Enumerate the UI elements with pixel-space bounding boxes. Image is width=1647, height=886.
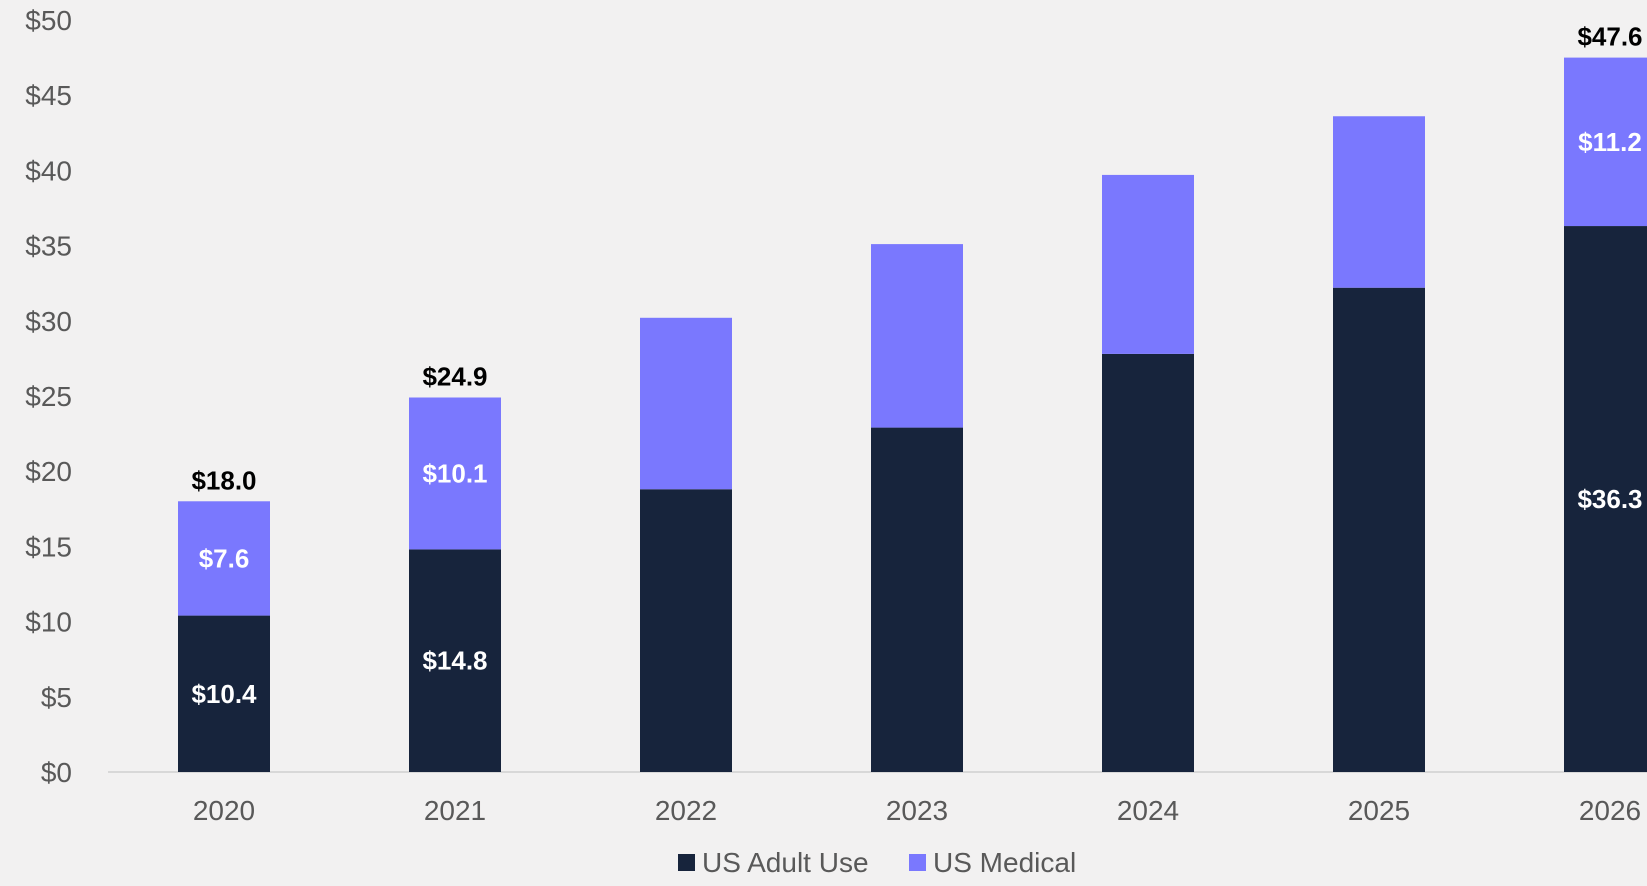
data-label: $10.1 <box>422 458 487 488</box>
legend-swatch <box>678 854 695 871</box>
legend-swatch <box>909 854 926 871</box>
total-label: $47.6 <box>1577 22 1642 52</box>
bar-segment-us-medical <box>1564 57 1647 227</box>
bar-segment-us-adult-use <box>409 549 501 772</box>
x-tick-label: 2026 <box>1579 795 1641 826</box>
data-label: $7.6 <box>199 543 250 573</box>
bar-segment-us-adult-use <box>871 427 963 772</box>
x-tick-label: 2021 <box>424 795 486 826</box>
bar-segment-us-medical <box>871 244 963 428</box>
bar-segment-us-adult-use <box>1102 353 1194 772</box>
y-tick-label: $15 <box>25 531 72 562</box>
x-tick-label: 2020 <box>193 795 255 826</box>
legend-label: US Adult Use <box>702 847 869 878</box>
bar-segment-us-adult-use <box>178 615 270 772</box>
data-label: $36.3 <box>1577 484 1642 514</box>
y-tick-label: $45 <box>25 80 72 111</box>
data-label: $11.2 <box>1578 127 1642 157</box>
bar-segment-us-medical <box>1333 116 1425 288</box>
y-tick-label: $50 <box>25 5 72 36</box>
bar-segment-us-adult-use <box>1333 287 1425 772</box>
x-tick-label: 2024 <box>1117 795 1179 826</box>
y-tick-label: $20 <box>25 456 72 487</box>
bars: $10.4 $7.6 $18.0 $14.8 $10.1 $24.9 $36.3 $11.2 $… <box>178 22 1647 773</box>
bar-segment-us-medical <box>1102 174 1194 354</box>
legend-label: US Medical <box>933 847 1076 878</box>
x-tick-label: 2025 <box>1348 795 1410 826</box>
x-tick-label: 2023 <box>886 795 948 826</box>
y-tick-label: $30 <box>25 306 72 337</box>
bar-segment-us-adult-use <box>1564 226 1647 773</box>
y-tick-label: $5 <box>41 682 72 713</box>
y-tick-label: $25 <box>25 381 72 412</box>
bar-segment-us-adult-use <box>640 489 732 772</box>
y-tick-label: $10 <box>25 607 72 638</box>
bar-segment-us-medical <box>640 317 732 490</box>
total-label: $24.9 <box>422 362 487 392</box>
y-tick-label: $0 <box>41 757 72 788</box>
data-label: $10.4 <box>191 679 257 709</box>
y-tick-label: $40 <box>25 155 72 186</box>
legend: US Adult Use US Medical <box>678 847 1076 878</box>
y-tick-label: $35 <box>25 231 72 262</box>
x-axis: 2020 2021 2022 2023 2024 2025 2026 <box>193 795 1641 826</box>
bar-segment-us-medical <box>178 501 270 616</box>
data-label: $14.8 <box>422 646 487 676</box>
bar-segment-us-medical <box>409 397 501 550</box>
x-tick-label: 2022 <box>655 795 717 826</box>
total-label: $18.0 <box>191 465 256 495</box>
